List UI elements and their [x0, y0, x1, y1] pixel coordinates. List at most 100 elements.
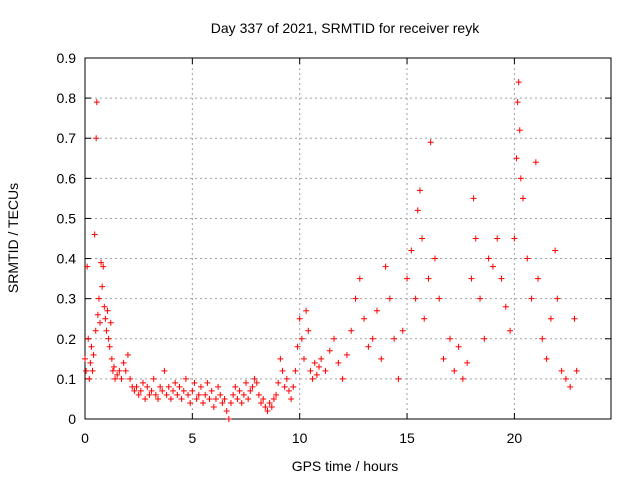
data-point	[187, 399, 194, 406]
x-axis-label: GPS time / hours	[292, 458, 399, 474]
data-point	[552, 247, 559, 254]
data-point	[419, 235, 426, 242]
data-point	[391, 335, 398, 342]
x-tick-label: 0	[81, 430, 89, 446]
data-point	[94, 311, 101, 318]
data-point	[277, 355, 284, 362]
data-point	[240, 391, 247, 398]
data-point	[247, 387, 254, 394]
data-point	[270, 395, 277, 402]
data-point	[142, 395, 149, 402]
data-point	[532, 159, 539, 166]
data-point	[348, 327, 355, 334]
data-point	[200, 399, 207, 406]
data-point	[159, 387, 166, 394]
data-point	[225, 416, 232, 422]
data-point	[539, 335, 546, 342]
data-point	[135, 391, 142, 398]
data-point	[221, 395, 228, 402]
data-point	[133, 383, 140, 390]
data-point	[176, 383, 183, 390]
data-point	[281, 383, 288, 390]
data-point	[102, 315, 109, 322]
data-point	[266, 399, 273, 406]
data-point	[395, 375, 402, 382]
data-point	[170, 387, 177, 394]
data-point	[451, 367, 458, 374]
data-point	[335, 359, 342, 366]
data-point	[258, 399, 265, 406]
data-point	[236, 387, 243, 394]
data-point	[369, 335, 376, 342]
data-point	[343, 351, 350, 358]
data-point	[109, 367, 116, 374]
data-point	[307, 367, 314, 374]
data-point	[414, 207, 421, 214]
data-point	[174, 391, 181, 398]
data-point	[326, 347, 333, 354]
data-point	[507, 327, 514, 334]
data-point	[373, 307, 380, 314]
axis-ticks	[84, 57, 611, 420]
data-point	[100, 263, 107, 270]
data-point	[93, 135, 100, 142]
data-point	[206, 395, 213, 402]
data-point	[83, 367, 90, 374]
data-point	[524, 255, 531, 262]
data-point	[106, 343, 113, 350]
data-point	[219, 399, 226, 406]
chart-title: Day 337 of 2021, SRMTID for receiver rey…	[211, 20, 480, 36]
data-point	[273, 391, 280, 398]
plot-frame	[84, 57, 612, 420]
data-point	[243, 379, 250, 386]
x-tick-label: 10	[292, 430, 308, 446]
data-point	[356, 275, 363, 282]
data-point	[89, 367, 96, 374]
data-point	[331, 335, 338, 342]
data-point	[361, 315, 368, 322]
data-point	[124, 351, 131, 358]
data-point	[95, 295, 102, 302]
data-point	[311, 359, 318, 366]
data-point	[232, 383, 239, 390]
data-point	[440, 355, 447, 362]
data-point	[193, 395, 200, 402]
data-point	[112, 375, 119, 382]
data-point	[322, 367, 329, 374]
plot-border	[84, 57, 612, 420]
data-point	[290, 383, 297, 390]
data-point	[378, 355, 385, 362]
y-tick-label: 0.6	[57, 170, 77, 186]
data-point	[91, 231, 98, 238]
data-point	[455, 343, 462, 350]
data-point	[204, 379, 211, 386]
data-point	[180, 387, 187, 394]
data-point	[431, 255, 438, 262]
data-point	[477, 295, 484, 302]
x-tick-label: 15	[399, 430, 415, 446]
data-point	[421, 315, 428, 322]
data-point	[260, 395, 267, 402]
data-point	[288, 395, 295, 402]
data-point	[234, 395, 241, 402]
data-point	[489, 263, 496, 270]
data-point	[567, 383, 574, 390]
data-point	[412, 295, 419, 302]
data-point	[517, 175, 524, 182]
data-point	[163, 391, 170, 398]
data-point	[150, 375, 157, 382]
data-point	[122, 367, 129, 374]
data-point	[554, 295, 561, 302]
data-point	[459, 375, 466, 382]
data-point	[197, 383, 204, 390]
data-point	[296, 315, 303, 322]
y-tick-label: 0.3	[57, 291, 77, 307]
data-point	[88, 343, 95, 350]
data-point	[152, 391, 159, 398]
data-point	[86, 375, 93, 382]
data-point	[238, 399, 245, 406]
data-point	[104, 307, 111, 314]
data-point	[365, 343, 372, 350]
data-point	[189, 387, 196, 394]
